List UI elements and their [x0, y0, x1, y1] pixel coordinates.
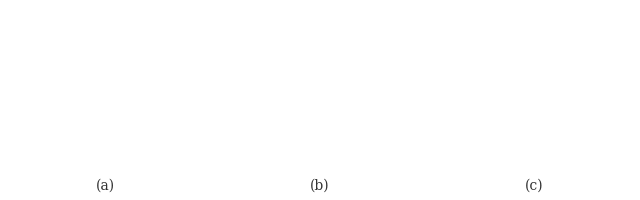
Text: (c): (c): [525, 178, 544, 192]
Text: (b): (b): [310, 178, 330, 192]
Text: (a): (a): [96, 178, 115, 192]
